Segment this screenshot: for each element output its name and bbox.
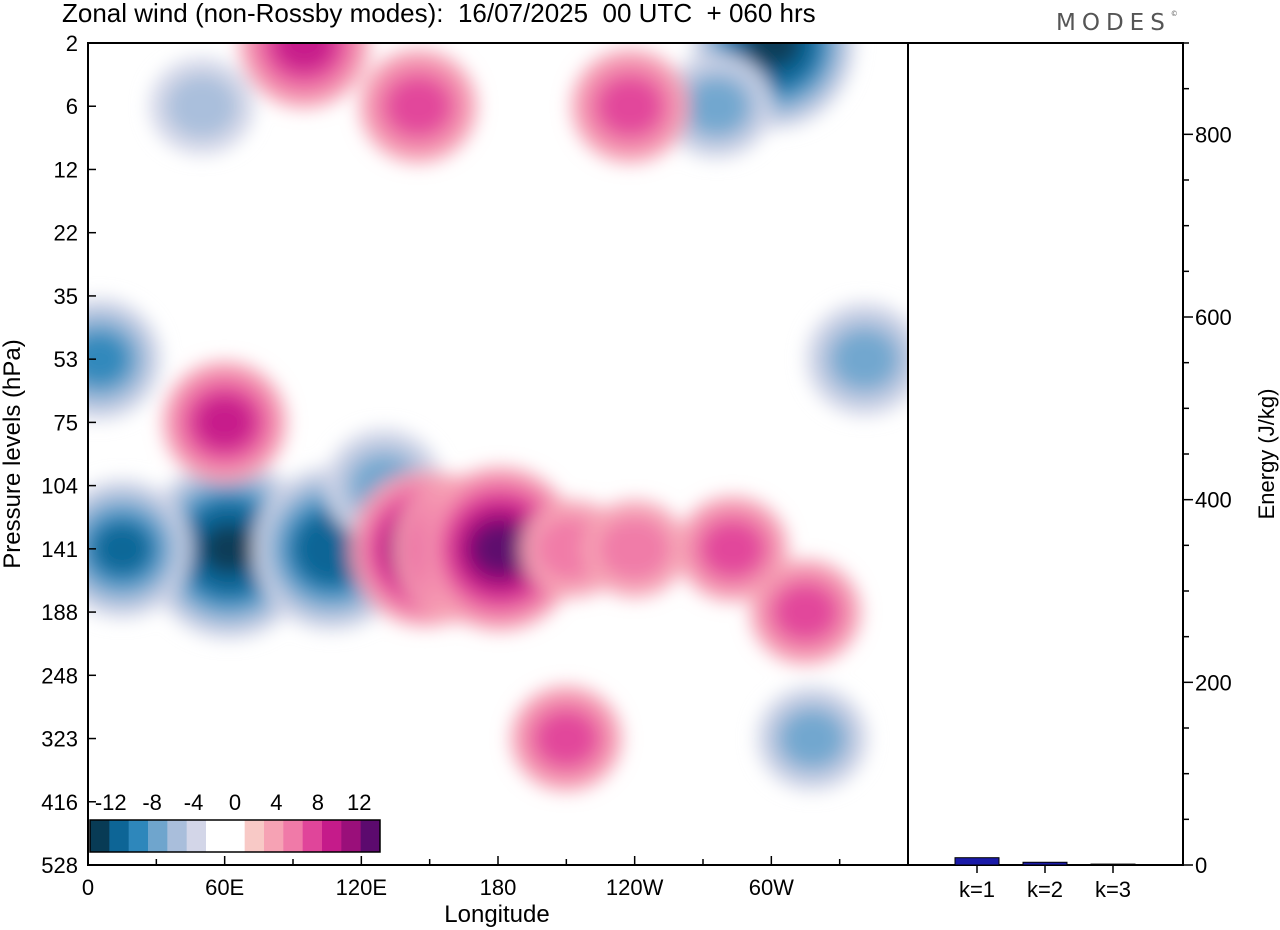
heatmap-y-axis: 2 6 12 22 35 53 75 104 141 188 248 323 416 528 (41, 31, 96, 878)
x-tick-label: 60E (205, 875, 244, 900)
colorbar-swatch (360, 820, 381, 852)
colorbar-swatch (283, 820, 304, 852)
bar-y-tick-label: 200 (1195, 670, 1232, 695)
x-tick-label: 60W (749, 875, 794, 900)
easterly-contour (166, 74, 238, 138)
colorbar-swatch (341, 820, 362, 852)
easterly-contour (303, 523, 360, 575)
colorbar-swatch (167, 820, 188, 852)
bar-y-tick-label: 600 (1195, 305, 1232, 330)
westerly-contour (598, 77, 662, 135)
westerly-contour (472, 523, 529, 575)
colorbar-swatch (186, 820, 207, 852)
y-tick-label: 323 (41, 727, 78, 752)
easterly-contour (88, 333, 129, 385)
colorbar-label: 12 (347, 790, 371, 815)
y-tick-label: 75 (54, 410, 78, 435)
y-tick-label: 248 (41, 663, 78, 688)
easterly-contour (201, 523, 257, 574)
bar-y-axis: 0 200 400 600 800 (1183, 42, 1232, 878)
energy-bar-plot: k=1 k=2 k=3 0 200 400 600 800 Energy (J/kg) (907, 42, 1279, 902)
y-tick-label: 35 (54, 284, 78, 309)
bar-x-tick-label: k=3 (1095, 877, 1131, 902)
brand-text: MODES (1056, 10, 1171, 36)
bar-x-tick-label: k=2 (1027, 877, 1063, 902)
x-tick-label: 180 (480, 875, 517, 900)
colorbar-label: -12 (95, 790, 127, 815)
westerly-contour (386, 77, 451, 135)
colorbar-swatch (109, 820, 130, 852)
colorbar-label: -8 (142, 790, 162, 815)
easterly-contour (94, 523, 151, 575)
heatmap-plot: -12 -8 -4 0 4 8 12 0 60E 120E 180 120W 60W 2 6 12 22 35… (0, 31, 909, 928)
energy-bar (1022, 861, 1068, 866)
bar-y-tick-label: 400 (1195, 488, 1232, 513)
energy-bar (954, 857, 1000, 866)
y-tick-label: 6 (66, 94, 78, 119)
heatmap-y-label: Pressure levels (hPa) (0, 339, 26, 568)
y-tick-label: 12 (54, 157, 78, 182)
heatmap-x-label: Longitude (444, 901, 549, 928)
colorbar-swatch (225, 820, 246, 852)
heatmap-x-axis: 0 60E 120E 180 120W 60W (82, 856, 909, 900)
westerly-contour (599, 517, 671, 581)
energy-bars (954, 857, 1136, 866)
heatmap-blobs (88, 43, 908, 792)
heatmap-field (88, 43, 908, 792)
westerly-contour (274, 43, 335, 70)
energy-bar (1090, 863, 1136, 866)
colorbar-swatch (206, 820, 226, 852)
y-tick-label: 141 (41, 537, 78, 562)
colorbar-swatch (148, 820, 168, 852)
westerly-contour (701, 521, 764, 576)
bar-frame (907, 42, 1184, 866)
y-tick-label: 416 (41, 790, 78, 815)
chart-title: Zonal wind (non-Rossby modes): 16/07/202… (62, 0, 816, 28)
x-tick-label: 0 (82, 875, 94, 900)
bar-y-tick-label: 0 (1195, 853, 1207, 878)
colorbar-frame (89, 819, 381, 853)
colorbar-label: 8 (312, 790, 324, 815)
colorbar: -12 -8 -4 0 4 8 12 (89, 790, 381, 853)
easterly-contour (686, 79, 748, 134)
easterly-contour (746, 43, 801, 68)
bar-y-label: Energy (J/kg) (1254, 389, 1279, 520)
bar-y-tick-label: 800 (1195, 122, 1232, 147)
x-tick-label: 120W (606, 875, 664, 900)
colorbar-swatch (322, 820, 342, 852)
easterly-contour (781, 711, 843, 766)
y-tick-label: 188 (41, 600, 78, 625)
easterly-contour (832, 330, 897, 388)
westerly-contour (774, 585, 837, 640)
colorbar-swatch (302, 820, 323, 852)
colorbar-label: 0 (229, 790, 241, 815)
bar-x-tick-label: k=1 (959, 877, 995, 902)
colorbar-label: -4 (184, 790, 204, 815)
modes-logo: MODES© (1056, 10, 1178, 36)
y-tick-label: 53 (54, 347, 78, 372)
colorbar-swatch (90, 820, 110, 852)
y-tick-label: 528 (41, 853, 78, 878)
colorbar-swatch (264, 820, 284, 852)
y-tick-label: 22 (54, 221, 78, 246)
colorbar-label: 4 (270, 790, 282, 815)
colorbar-swatch (128, 820, 149, 852)
y-tick-label: 104 (41, 474, 78, 499)
westerly-contour (195, 396, 254, 449)
colorbar-swatch (244, 820, 265, 852)
westerly-contour (535, 711, 597, 766)
x-tick-label: 120E (336, 875, 387, 900)
bar-x-axis: k=1 k=2 k=3 (959, 865, 1131, 902)
y-tick-label: 2 (66, 31, 78, 56)
